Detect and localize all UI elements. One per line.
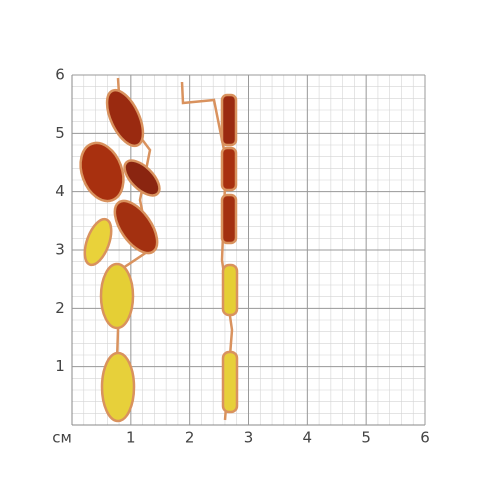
amber-stone — [220, 146, 238, 192]
earring-side — [180, 81, 239, 421]
y-tick-label: 5 — [55, 124, 65, 142]
y-tick-label: 4 — [55, 182, 65, 200]
unit-label: см — [52, 429, 72, 447]
x-tick-label: 6 — [420, 429, 430, 447]
x-tick-label: 3 — [244, 429, 254, 447]
amber-stone — [220, 93, 238, 147]
x-tick-label: 4 — [303, 429, 313, 447]
earring-front — [79, 77, 161, 423]
amber-stone — [220, 193, 238, 245]
x-tick-label: 2 — [185, 429, 195, 447]
amber-stone — [221, 263, 239, 317]
amber-stone — [221, 350, 239, 414]
y-tick-label: 1 — [55, 357, 65, 375]
amber-stone — [79, 141, 125, 203]
y-tick-label: 6 — [55, 66, 65, 84]
amber-stone — [123, 159, 161, 197]
amber-stone — [113, 199, 159, 255]
amber-stone — [100, 351, 136, 423]
amber-stone — [83, 217, 113, 267]
amber-stone — [99, 262, 135, 330]
amber-stone — [105, 88, 145, 148]
x-tick-label: 5 — [361, 429, 371, 447]
x-tick-label: 1 — [126, 429, 136, 447]
y-tick-label: 3 — [55, 241, 65, 259]
scale-labels: см 1 2 3 4 5 6 1 2 3 4 5 6 — [52, 66, 430, 447]
y-tick-label: 2 — [55, 299, 65, 317]
